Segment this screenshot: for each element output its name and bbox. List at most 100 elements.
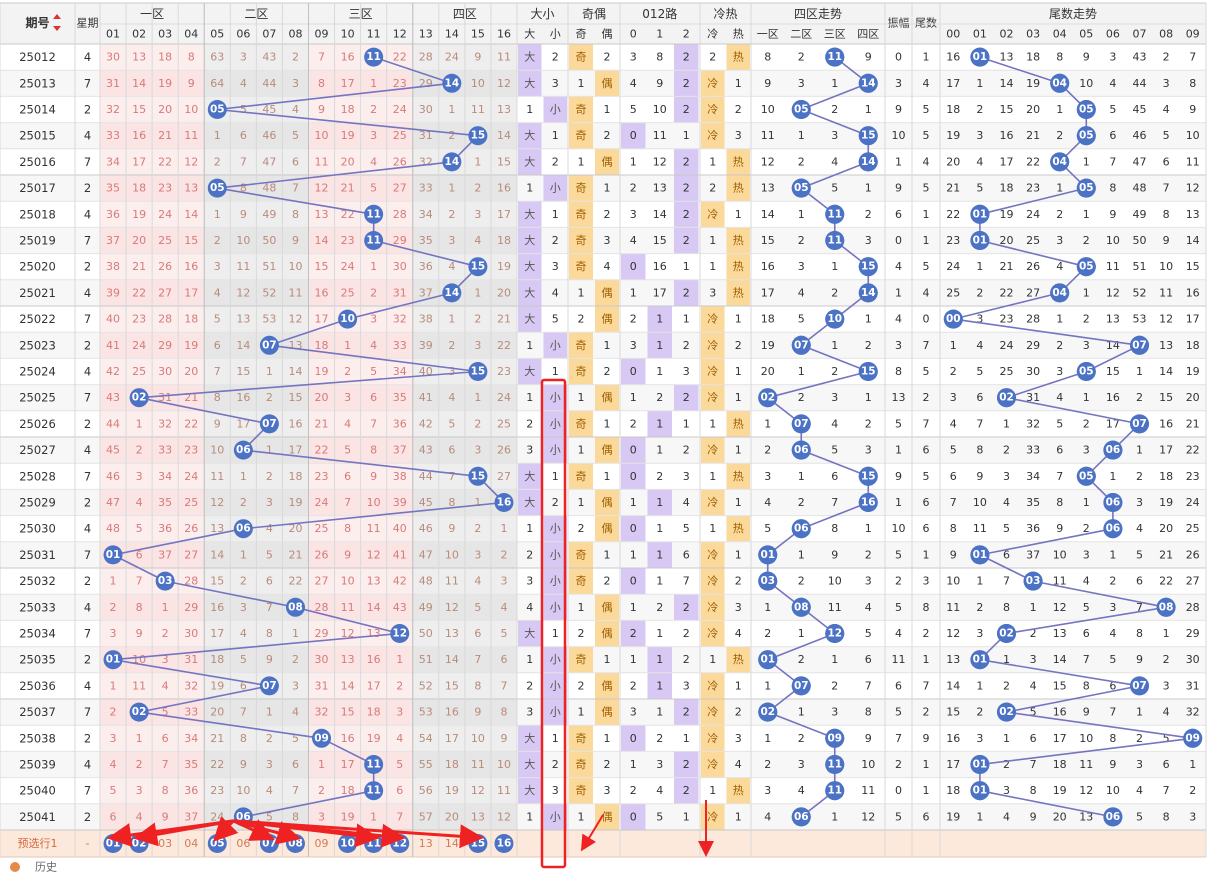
issue-number: 25023	[19, 338, 56, 352]
tail-ball-text: 05	[1079, 104, 1094, 116]
trend4-line	[767, 632, 836, 661]
trend-line	[243, 449, 478, 478]
miss-count: 22	[184, 417, 198, 430]
lr-mark-bg	[726, 175, 750, 202]
trend4-ball-text: 15	[861, 366, 876, 378]
zone-hit-ball	[207, 178, 227, 198]
miss-count: 3	[266, 496, 273, 509]
road-value: 1	[656, 496, 663, 509]
miss-count: 6	[136, 548, 143, 561]
tail-miss: 17	[946, 77, 960, 90]
miss-count: 14	[315, 234, 329, 247]
tail-miss: 10	[1106, 234, 1120, 247]
zone-hit-ball	[338, 309, 358, 329]
tail-miss: 13	[1000, 51, 1014, 64]
dx-mark-bg	[543, 568, 567, 595]
tail-miss: 20	[1159, 522, 1173, 535]
tail-miss: 15	[1000, 103, 1014, 116]
dx-mark: 小	[550, 575, 561, 588]
tail-miss: 2	[1030, 627, 1037, 640]
trend4-ball-text: 14	[861, 287, 876, 299]
tail-trend-line	[979, 56, 1060, 85]
weekday: 4	[84, 758, 91, 772]
tail-miss: 24	[1026, 208, 1040, 221]
weekday: 7	[84, 469, 91, 483]
trend4-miss: 11	[861, 784, 875, 797]
trend-line	[112, 554, 166, 582]
dx-mark-bg	[518, 725, 542, 752]
weekday: 2	[84, 417, 91, 431]
road-value: 1	[683, 732, 690, 745]
jo-miss: 3	[604, 784, 611, 797]
predict-ball-text: 16	[497, 838, 512, 850]
miss-count: 2	[292, 51, 299, 64]
tail-miss: 51	[1133, 260, 1147, 273]
tail-miss: 9	[1083, 706, 1090, 719]
zone-hit-ball-text: 05	[210, 104, 225, 116]
row-bg	[0, 803, 100, 830]
jo-mark-bg	[595, 70, 619, 97]
lr-mark: 冷	[707, 627, 718, 640]
road-value: 6	[683, 548, 690, 561]
tail-ball-text: 06	[1106, 497, 1121, 509]
trend4-line	[800, 108, 869, 137]
miss-count: 3	[370, 129, 377, 142]
miss-count: 4	[370, 339, 377, 352]
lr-mark-bg	[701, 306, 725, 333]
weekday: 2	[84, 181, 91, 195]
trend4-miss: 1	[865, 313, 872, 326]
header-number: 09	[315, 28, 329, 41]
header-tail-trend-sub: 04	[1053, 28, 1067, 41]
header-tail-trend-sub: 08	[1159, 28, 1173, 41]
tail-miss: 31	[1186, 679, 1200, 692]
miss-count: 9	[474, 706, 481, 719]
weekday: 2	[84, 260, 91, 274]
tail-miss: 6	[1030, 732, 1037, 745]
tail-miss: 10	[1106, 784, 1120, 797]
tail-miss: 1	[976, 77, 983, 90]
miss-count: 5	[292, 732, 299, 745]
tail-miss: 11	[1106, 260, 1120, 273]
tail-miss: 8	[1163, 810, 1170, 823]
trend4-miss: 2	[798, 496, 805, 509]
miss-count: 18	[341, 784, 355, 797]
jo-mark: 偶	[602, 155, 613, 168]
trend-line	[373, 239, 479, 268]
miss-count: 15	[445, 679, 459, 692]
miss-count: 18	[210, 653, 224, 666]
weekday: 4	[84, 286, 91, 300]
miss-count: 32	[158, 417, 172, 430]
miss-count: 8	[448, 496, 455, 509]
tail-ball-text: 08	[1159, 601, 1174, 613]
tail-miss: 4	[1136, 784, 1143, 797]
dx-mark-bg	[518, 777, 542, 804]
miss-count: 8	[500, 706, 507, 719]
jo-mark: 奇	[576, 182, 587, 195]
tail-ball-text: 00	[946, 313, 961, 325]
miss-count: 28	[393, 208, 407, 221]
dx-mark: 大	[524, 731, 535, 745]
miss-count: 42	[106, 365, 120, 378]
miss-count: 8	[162, 784, 169, 797]
tail-miss: 4	[1030, 679, 1037, 692]
predict-ball-text: 12	[392, 838, 407, 850]
amplitude: 13	[892, 391, 906, 404]
tail-digit: 5	[923, 365, 930, 378]
road-value: 2	[630, 784, 637, 797]
miss-count: 42	[393, 575, 407, 588]
tail-miss: 15	[1186, 260, 1200, 273]
dx-mark-bg	[518, 358, 542, 385]
road-value: 2	[656, 391, 663, 404]
zone-hit-ball-text: 01	[106, 654, 121, 666]
tail-miss: 23	[946, 234, 960, 247]
lr-miss: 2	[735, 339, 742, 352]
lr-mark: 冷	[707, 365, 718, 378]
amplitude: 2	[895, 758, 902, 771]
miss-count: 1	[292, 627, 299, 640]
miss-count: 11	[341, 601, 355, 614]
tail-miss: 1	[976, 575, 983, 588]
tail-miss: 4	[1083, 575, 1090, 588]
trend4-ball-text: 03	[760, 575, 775, 587]
dx-miss: 3	[526, 706, 533, 719]
tail-miss: 6	[976, 391, 983, 404]
